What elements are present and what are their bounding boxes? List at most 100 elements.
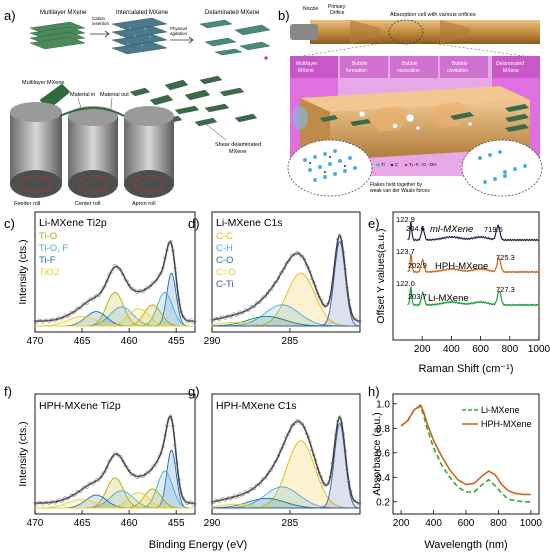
chart-c-point — [149, 284, 153, 288]
chart-g-point — [265, 472, 270, 476]
chart-c-xtick-label: 460 — [121, 336, 138, 347]
chart-g-point — [249, 487, 253, 491]
chart-d-point — [254, 301, 258, 305]
chart-g-point — [338, 415, 342, 419]
chart-f-point — [149, 468, 153, 472]
chart-g-frame — [211, 393, 361, 515]
chart-f-point — [125, 465, 129, 469]
chart-d-point — [275, 279, 279, 284]
chart-d-point — [314, 284, 318, 288]
chart-c-title: Li-MXene Ti2p — [39, 217, 107, 229]
chart-e-xtick-label: 1000 — [528, 344, 550, 355]
chart-g-point — [341, 432, 345, 436]
chart-d-point — [277, 276, 281, 280]
chart-d-point — [323, 305, 327, 309]
chart-d-point — [343, 267, 347, 271]
chart-f-xtick-label: 465 — [74, 518, 91, 529]
chart-f-point — [55, 499, 59, 503]
roll-center — [68, 106, 118, 198]
chart-f-point — [115, 452, 119, 456]
panel-letter-e: e) — [368, 216, 380, 231]
chart-c-point — [91, 298, 95, 302]
chart-c-point — [41, 320, 45, 324]
chart-f-point — [61, 498, 65, 502]
chart-c-xtick-label: 470 — [27, 336, 44, 347]
chart-d-point — [227, 313, 231, 317]
chart-g-component — [212, 422, 361, 509]
chart-h-ytick-label: 0.6 — [376, 448, 390, 459]
chart-h-xlabel: Wavelength (nm) — [424, 539, 507, 551]
chart-e: 122.9 204.6 719.5 ml-MXene 123.7 202.9 7… — [392, 211, 550, 355]
chart-e-xtick-label: 800 — [501, 344, 518, 355]
chart-g-point — [267, 469, 271, 473]
chart-f-point — [185, 502, 189, 506]
chart-f-point — [157, 454, 161, 458]
chart-f-point — [45, 500, 49, 504]
chart-d-point — [312, 280, 316, 284]
chart-f-point — [141, 475, 145, 479]
chart-d-point — [334, 251, 338, 256]
panel-letter-f: f) — [4, 384, 12, 399]
chart-g-point — [256, 482, 260, 486]
chart-f-ylabel: Intensity (cts.) — [17, 421, 29, 486]
chart-c-point — [121, 272, 125, 276]
panel-a-schematic: Multilayer MXene Intercalated MXene Dela… — [10, 10, 271, 207]
chart-g-point — [351, 497, 355, 501]
chart-d-point — [210, 318, 214, 322]
chart-d-point — [223, 316, 227, 320]
chart-g-point — [212, 501, 216, 505]
zone-4-l1: Bubble — [452, 61, 468, 67]
chart-g-point — [334, 433, 338, 437]
chart-c-point — [83, 301, 87, 305]
chart-g-xtick-label: 285 — [282, 518, 299, 529]
chart-d-point — [297, 251, 301, 255]
chart-g-point — [343, 449, 347, 453]
chart-d-point — [345, 286, 349, 290]
chart-d-point — [284, 262, 288, 266]
chart-d-point — [249, 305, 253, 309]
raman-series-ml: ml-MXene — [430, 224, 473, 235]
zone-1-l1: Multilayer — [296, 61, 318, 67]
chart-g-point — [339, 421, 344, 425]
chart-d-point — [301, 254, 305, 258]
chart-f-point — [117, 454, 121, 458]
panel-letter-h: h) — [368, 384, 380, 399]
chart-f-point — [73, 493, 77, 497]
chart-f-point — [81, 486, 85, 490]
chart-c-point — [179, 310, 183, 314]
chart-g-point — [354, 499, 358, 503]
chart-c-point — [69, 310, 73, 314]
raman-line-2 — [407, 286, 540, 307]
chart-g-point — [356, 502, 360, 506]
chart-f-point — [57, 498, 61, 502]
zoom-circle-right — [461, 139, 543, 197]
raman-peak-li-1: 122.0 — [396, 279, 415, 288]
label-cell: Absorption cell with various orifices — [390, 12, 476, 18]
roll-feeder — [10, 102, 62, 198]
chart-c-point — [137, 289, 141, 293]
flakes-note-1: Flakes held together by — [370, 182, 422, 188]
chart-f-xtick-label: 455 — [168, 518, 185, 529]
zone-5-l1: Delaminated — [496, 61, 524, 67]
chart-e-frame — [392, 211, 540, 341]
chart-d-point — [230, 313, 234, 317]
chart-c-point — [61, 316, 65, 320]
chart-g-point — [252, 487, 257, 491]
chart-d-point — [271, 284, 275, 288]
chart-h-xtick-label: 200 — [393, 518, 410, 529]
chart-g-point — [280, 446, 284, 450]
rolls-label-shear-1: Shear delaminated — [215, 142, 261, 148]
chart-f-point — [43, 500, 47, 504]
chart-g-point — [245, 490, 249, 494]
channel-flakes — [320, 104, 529, 132]
chart-d-point — [358, 319, 362, 323]
chart-d-legend-4: C-Ti — [216, 279, 234, 290]
chart-c-point — [135, 291, 139, 295]
chart-g-xtick-label: 290 — [204, 518, 221, 529]
chart-h-ytick-label: 0.8 — [376, 424, 390, 435]
chart-f-point — [175, 461, 179, 465]
chart-f-point — [83, 485, 87, 489]
chart-f-frame — [34, 393, 196, 515]
chart-f-point — [133, 473, 137, 477]
